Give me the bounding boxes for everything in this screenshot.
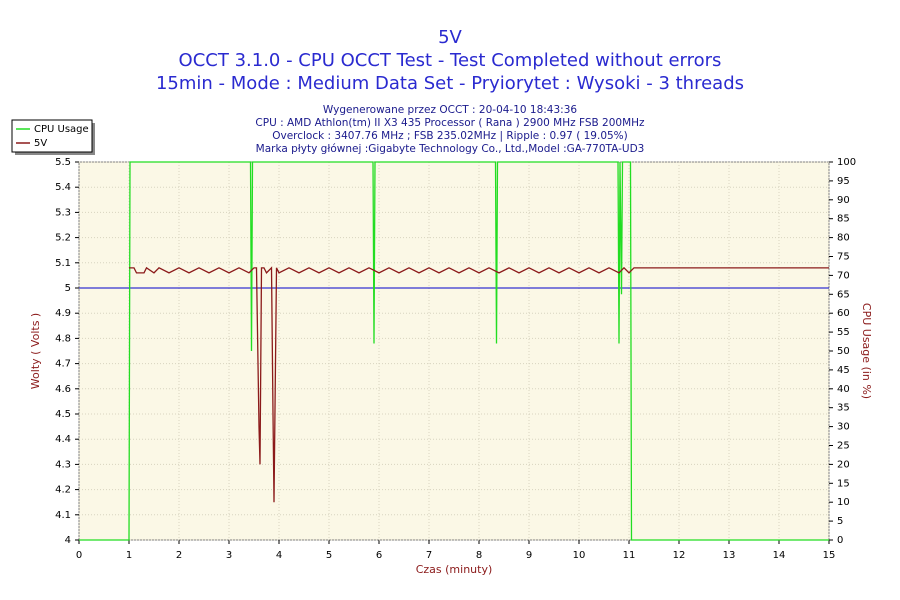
x-tick-label: 12 bbox=[673, 550, 686, 561]
y2-tick-label: 10 bbox=[837, 497, 850, 508]
y-tick-label: 5.5 bbox=[55, 157, 71, 168]
y2-tick-label: 90 bbox=[837, 195, 850, 206]
y2-tick-label: 95 bbox=[837, 176, 850, 187]
y2-tick-label: 20 bbox=[837, 459, 850, 470]
y-tick-label: 5.1 bbox=[55, 258, 71, 269]
chart-subtitle: OCCT 3.1.0 - CPU OCCT Test - Test Comple… bbox=[179, 50, 722, 71]
x-tick-label: 2 bbox=[176, 550, 182, 561]
info-line: CPU : AMD Athlon(tm) II X3 435 Processor… bbox=[255, 117, 645, 129]
y-tick-label: 4.6 bbox=[55, 384, 71, 395]
x-tick-label: 7 bbox=[426, 550, 432, 561]
y2-tick-label: 35 bbox=[837, 403, 850, 414]
x-tick-label: 9 bbox=[526, 550, 532, 561]
y2-tick-label: 0 bbox=[837, 535, 843, 546]
y2-tick-label: 60 bbox=[837, 308, 850, 319]
legend-label: 5V bbox=[34, 138, 47, 149]
y2-tick-label: 85 bbox=[837, 214, 850, 225]
x-axis-label: Czas (minuty) bbox=[416, 563, 493, 576]
x-tick-label: 10 bbox=[573, 550, 586, 561]
y-tick-label: 4 bbox=[65, 535, 71, 546]
x-tick-label: 8 bbox=[476, 550, 482, 561]
y2-tick-label: 75 bbox=[837, 252, 850, 263]
y2-tick-label: 30 bbox=[837, 422, 850, 433]
y2-tick-label: 50 bbox=[837, 346, 850, 357]
x-tick-label: 4 bbox=[276, 550, 282, 561]
x-tick-label: 14 bbox=[773, 550, 786, 561]
y2-tick-label: 100 bbox=[837, 157, 856, 168]
x-tick-label: 1 bbox=[126, 550, 132, 561]
legend-box bbox=[11, 119, 93, 153]
x-tick-label: 0 bbox=[76, 550, 82, 561]
x-tick-label: 11 bbox=[623, 550, 636, 561]
y2-axis-label: CPU Usage (in %) bbox=[860, 303, 873, 399]
y-tick-label: 5.4 bbox=[55, 182, 71, 193]
x-tick-label: 13 bbox=[723, 550, 736, 561]
y-tick-label: 4.4 bbox=[55, 434, 71, 445]
y-tick-label: 4.5 bbox=[55, 409, 71, 420]
y2-tick-label: 65 bbox=[837, 289, 850, 300]
x-tick-label: 3 bbox=[226, 550, 232, 561]
info-line: Wygenerowane przez OCCT : 20-04-10 18:43… bbox=[323, 104, 577, 116]
chart-subtitle: 15min - Mode : Medium Data Set - Pryiory… bbox=[156, 73, 744, 94]
y2-tick-label: 25 bbox=[837, 441, 850, 452]
info-line: Overclock : 3407.76 MHz ; FSB 235.02MHz … bbox=[272, 130, 628, 142]
y-tick-label: 4.3 bbox=[55, 459, 71, 470]
plot-area bbox=[78, 161, 830, 541]
x-tick-label: 5 bbox=[326, 550, 332, 561]
y-tick-label: 5.2 bbox=[55, 233, 71, 244]
y2-tick-label: 5 bbox=[837, 516, 843, 527]
y2-tick-label: 55 bbox=[837, 327, 850, 338]
y2-tick-label: 15 bbox=[837, 478, 850, 489]
y-tick-label: 4.1 bbox=[55, 510, 71, 521]
y2-tick-label: 70 bbox=[837, 270, 850, 281]
y-tick-label: 5 bbox=[65, 283, 71, 294]
x-tick-label: 15 bbox=[823, 550, 836, 561]
x-tick-label: 6 bbox=[376, 550, 382, 561]
y-tick-label: 4.9 bbox=[55, 308, 71, 319]
y-tick-label: 4.2 bbox=[55, 485, 71, 496]
y-tick-label: 4.8 bbox=[55, 333, 71, 344]
legend-label: CPU Usage bbox=[34, 124, 89, 135]
info-line: Marka płyty głównej :Gigabyte Technology… bbox=[256, 143, 645, 155]
y2-tick-label: 45 bbox=[837, 365, 850, 376]
y-tick-label: 4.7 bbox=[55, 359, 71, 370]
y-axis-label: Wolty ( Volts ) bbox=[29, 313, 42, 389]
y-tick-label: 5.3 bbox=[55, 207, 71, 218]
data-line bbox=[79, 161, 829, 541]
y2-tick-label: 40 bbox=[837, 384, 850, 395]
y2-tick-label: 80 bbox=[837, 233, 850, 244]
chart-title: 5V bbox=[438, 27, 462, 48]
data-line bbox=[129, 266, 829, 503]
